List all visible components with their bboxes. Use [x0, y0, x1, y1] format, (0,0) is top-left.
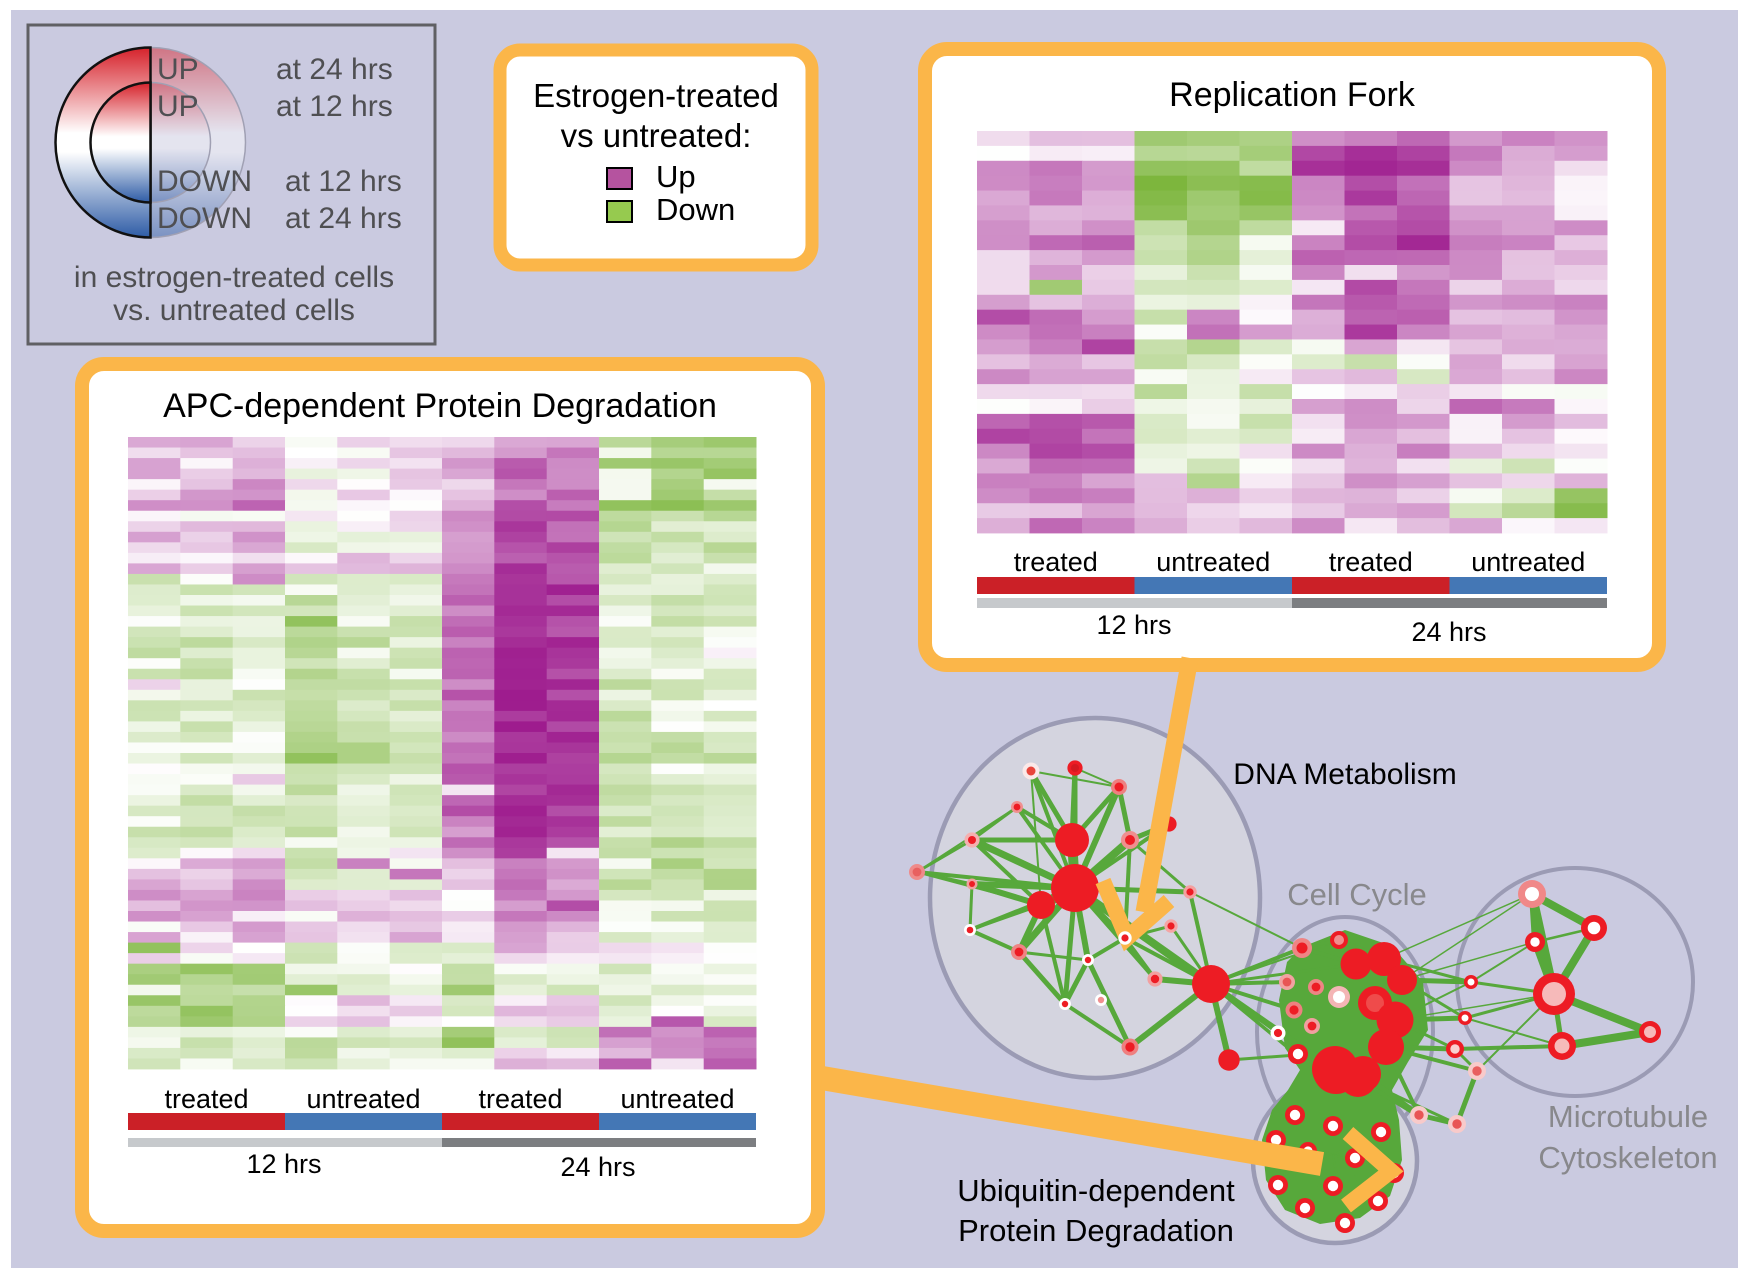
svg-text:Up: Up — [656, 159, 696, 194]
svg-text:UP: UP — [157, 90, 199, 123]
svg-text:at 24 hrs: at 24 hrs — [276, 53, 393, 86]
svg-text:24 hrs: 24 hrs — [1411, 617, 1486, 647]
svg-text:12 hrs: 12 hrs — [1096, 610, 1171, 640]
svg-text:treated: treated — [164, 1084, 248, 1114]
svg-text:untreated: untreated — [1471, 547, 1585, 577]
svg-text:vs. untreated cells: vs. untreated cells — [113, 294, 355, 327]
svg-text:at 24 hrs: at 24 hrs — [285, 202, 402, 235]
svg-text:Cell Cycle: Cell Cycle — [1287, 877, 1427, 912]
svg-text:at 12 hrs: at 12 hrs — [285, 165, 402, 198]
svg-text:Cytoskeleton: Cytoskeleton — [1538, 1140, 1717, 1175]
svg-text:DOWN: DOWN — [157, 165, 252, 198]
svg-text:treated: treated — [1329, 547, 1413, 577]
svg-text:treated: treated — [1014, 547, 1098, 577]
svg-text:untreated: untreated — [1156, 547, 1270, 577]
svg-text:Replication Fork: Replication Fork — [1169, 76, 1416, 114]
svg-text:UP: UP — [157, 53, 199, 86]
svg-text:DOWN: DOWN — [157, 202, 252, 235]
svg-text:in estrogen-treated cells: in estrogen-treated cells — [74, 261, 394, 294]
svg-text:Ubiquitin-dependent: Ubiquitin-dependent — [957, 1173, 1235, 1208]
svg-text:24 hrs: 24 hrs — [560, 1152, 635, 1182]
svg-text:APC-dependent Protein Degradat: APC-dependent Protein Degradation — [163, 387, 717, 425]
svg-text:treated: treated — [478, 1084, 562, 1114]
svg-text:12 hrs: 12 hrs — [246, 1149, 321, 1179]
svg-text:Estrogen-treated: Estrogen-treated — [533, 77, 779, 114]
svg-text:at 12 hrs: at 12 hrs — [276, 90, 393, 123]
svg-text:Microtubule: Microtubule — [1548, 1099, 1708, 1134]
svg-text:untreated: untreated — [306, 1084, 420, 1114]
svg-text:Down: Down — [656, 192, 735, 227]
svg-text:untreated: untreated — [620, 1084, 734, 1114]
svg-text:DNA Metabolism: DNA Metabolism — [1233, 758, 1456, 791]
svg-text:Protein Degradation: Protein Degradation — [958, 1213, 1234, 1248]
svg-text:vs untreated:: vs untreated: — [561, 117, 752, 154]
